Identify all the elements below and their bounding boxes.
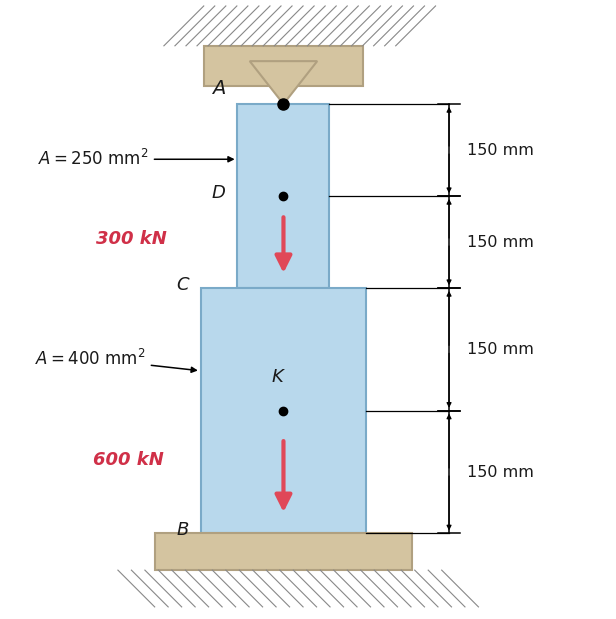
Text: 600 kN: 600 kN — [93, 451, 164, 469]
Bar — [204, 0, 363, 46]
Text: B: B — [176, 521, 188, 539]
Text: C: C — [176, 276, 188, 294]
Text: K: K — [272, 368, 283, 386]
Polygon shape — [249, 61, 317, 104]
Text: A: A — [212, 79, 225, 98]
Bar — [204, 46, 363, 85]
Text: 150 mm: 150 mm — [468, 464, 534, 480]
Bar — [155, 534, 412, 570]
Text: 150 mm: 150 mm — [468, 342, 534, 357]
Text: 300 kN: 300 kN — [96, 230, 167, 248]
Bar — [238, 104, 330, 288]
Text: $A = 250\ \mathrm{mm}^2$: $A = 250\ \mathrm{mm}^2$ — [38, 149, 233, 170]
Text: D: D — [211, 184, 225, 202]
Text: $A = 400\ \mathrm{mm}^2$: $A = 400\ \mathrm{mm}^2$ — [35, 348, 197, 372]
Text: 150 mm: 150 mm — [468, 235, 534, 249]
Text: 150 mm: 150 mm — [468, 142, 534, 158]
Bar — [201, 288, 367, 534]
